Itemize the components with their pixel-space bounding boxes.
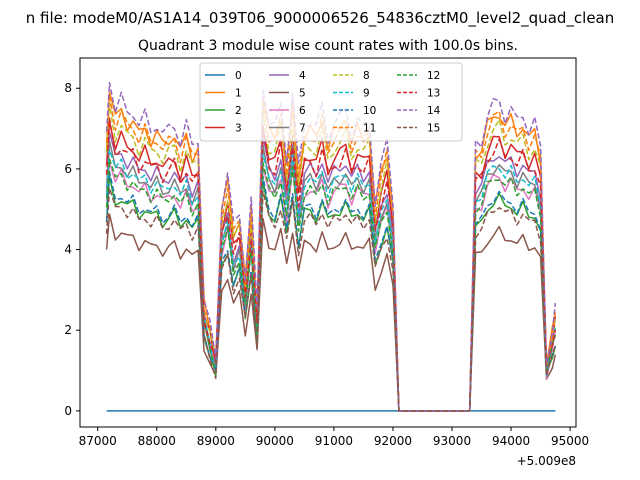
x-offset-label: +5.009e8 (517, 454, 576, 468)
legend-label-9: 9 (363, 88, 370, 100)
series-line-2 (105, 175, 557, 412)
series-line-6 (105, 161, 557, 412)
x-tick-label: 88000 (138, 434, 176, 448)
series-line-11 (105, 94, 557, 412)
x-tick-label: 95000 (551, 434, 589, 448)
legend-label-6: 6 (299, 105, 306, 117)
y-tick-label: 6 (64, 162, 72, 176)
y-axis: 0 2 4 6 8 (64, 81, 80, 418)
series-line-9 (105, 149, 557, 412)
legend-label-13: 13 (427, 88, 440, 100)
series-line-13 (105, 117, 557, 412)
y-tick-label: 8 (64, 81, 72, 95)
legend-label-0: 0 (235, 70, 242, 82)
series-line-10 (105, 171, 557, 412)
legend-label-12: 12 (427, 70, 440, 82)
x-tick-label: 90000 (256, 434, 294, 448)
x-tick-label: 89000 (197, 434, 235, 448)
legend-label-5: 5 (299, 88, 306, 100)
y-tick-label: 4 (64, 243, 72, 257)
legend-label-2: 2 (235, 105, 242, 117)
series-line-8 (105, 102, 557, 412)
x-tick-label: 92000 (374, 434, 412, 448)
legend-frame (199, 62, 463, 142)
x-tick-label: 93000 (433, 434, 471, 448)
legend-label-4: 4 (299, 70, 306, 82)
legend-label-10: 10 (363, 105, 376, 117)
figure-suptitle: n file: modeM0/AS1A14_039T06_9000006526_… (26, 9, 615, 28)
legend-label-3: 3 (235, 123, 242, 135)
legend-label-11: 11 (363, 123, 376, 135)
y-tick-label: 0 (64, 404, 72, 418)
plot-frame (79, 57, 577, 428)
legend-label-1: 1 (235, 88, 242, 100)
x-axis: 87000 88000 89000 90000 91000 92000 93000 94000… (79, 427, 589, 448)
x-tick-label: 87000 (79, 434, 117, 448)
series-line-7 (105, 140, 556, 412)
series-line-3 (105, 120, 557, 412)
x-tick-label: 91000 (315, 434, 353, 448)
legend-label-15: 15 (427, 123, 440, 135)
series-line-15 (105, 187, 556, 412)
series-line-12 (105, 158, 557, 412)
legend-label-14: 14 (427, 105, 441, 117)
chart-title: Quadrant 3 module wise count rates with … (138, 38, 518, 54)
x-tick-label: 94000 (492, 434, 530, 448)
y-tick-label: 2 (64, 323, 72, 337)
series-line-5 (105, 213, 557, 412)
legend-label-8: 8 (363, 70, 370, 82)
legend-label-7: 7 (299, 123, 306, 135)
